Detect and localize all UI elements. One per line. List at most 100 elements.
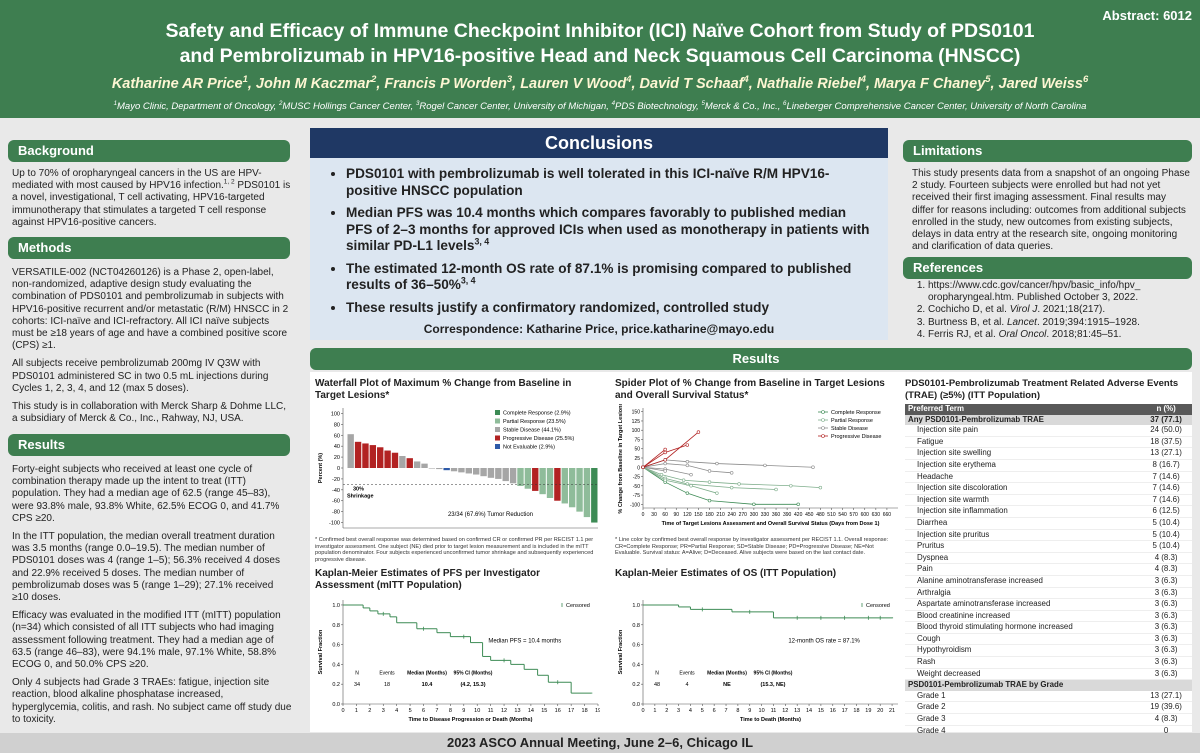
term-cell: Hypothyroidism [917, 645, 972, 655]
n-cell: 3 (6.3) [1154, 575, 1178, 585]
bar [369, 445, 377, 468]
x-tick-label: 30 [651, 512, 657, 518]
data-row: Fatigue 18 (37.5) [905, 436, 1192, 448]
text-run: Lancet [1006, 316, 1037, 328]
n-cell: 13 (27.1) [1150, 448, 1182, 458]
term-cell: Injection site pruritus [917, 529, 990, 539]
bar [546, 468, 554, 498]
bar [524, 468, 532, 489]
ae-table: Preferred Term n (%) Any PSD0101-Pembroliz… [905, 404, 1192, 749]
term-cell: Weight decreased [917, 668, 981, 678]
data-row: Blood thyroid stimulating hormone increa… [905, 622, 1192, 634]
term-cell: Cough [917, 633, 941, 643]
x-tick-label: 20 [877, 708, 883, 714]
x-axis-label: Time to Disease Progression or Death (Mo… [409, 717, 533, 723]
bar [421, 463, 428, 468]
series-line [642, 449, 666, 468]
point [752, 502, 756, 506]
x-tick-label: 12 [782, 708, 788, 714]
section-heading: Methods [8, 237, 290, 259]
term-cell: Pain [917, 564, 933, 574]
n-cell: 4 (8.3) [1154, 564, 1178, 574]
point [696, 430, 701, 434]
legend-swatch [495, 435, 500, 441]
text-run: Ferris RJ, et al. [928, 328, 999, 340]
summary-header: Events [679, 670, 695, 676]
n-cell: 3 (6.3) [1154, 622, 1178, 632]
x-tick-label: 3 [382, 708, 385, 714]
bar [583, 468, 591, 518]
n-cell: 8 (16.7) [1152, 459, 1180, 469]
x-tick-label: 150 [694, 512, 703, 518]
term-cell: Injection site inflammation [917, 506, 1008, 516]
x-tick-label: 1 [355, 708, 358, 714]
y-tick-label: 50 [634, 447, 640, 453]
summary-cell: NE [723, 682, 731, 688]
section-heading: Limitations [903, 140, 1192, 162]
y-tick-label: -80 [332, 510, 340, 516]
x-tick-label: 2 [368, 708, 371, 714]
term-cell: Grade 2 [917, 702, 946, 712]
bar [502, 468, 509, 482]
authors: Katharine AR Price1, John M Kaczmar2, Fr… [0, 73, 1200, 92]
text-run: Cochicho D, et al. [928, 304, 1010, 316]
x-tick-label: 13 [794, 708, 800, 714]
bar [436, 468, 443, 470]
reference-item: Cochicho D, et al. Virol J. 2021;18(217)… [928, 304, 1190, 316]
y-tick-label: -75 [633, 493, 640, 499]
group-label: Any PSD0101-Pembrolizumab TRAE [908, 414, 1044, 424]
reference-item: Burtness B, et al. Lancet. 2019;394:1915… [928, 317, 1190, 329]
superscript: 3 [415, 99, 420, 107]
text-run: Up to 70% of oropharyngeal cancers in th… [12, 168, 262, 192]
point [659, 472, 664, 477]
bar [347, 434, 354, 468]
y-tick-label: 100 [331, 411, 340, 417]
legend-label: Complete Response [831, 410, 881, 416]
data-row: Pruritus 5 (10.4) [905, 541, 1192, 553]
legend-label: Stable Disease [831, 426, 868, 432]
conclusion-bullet: PDS0101 with pembrolizumab is well toler… [346, 166, 870, 199]
group-label: PSD0101-Pembrolizumab TRAE by Grade [908, 680, 1064, 690]
x-tick-label: 2 [665, 708, 668, 714]
bar [450, 468, 458, 472]
text-run: These results justify a confirmatory ran… [346, 299, 770, 315]
x-tick-label: 9 [748, 708, 751, 714]
point [685, 460, 690, 464]
chart: 0.00.20.40.60.81.00 1 2 3 4 5 6 7 8 9 10 11 12 13 14 15… [318, 600, 601, 723]
x-tick-label: 540 [838, 512, 847, 518]
annotation: Median PFS = 10.4 months [488, 639, 561, 645]
chart-panel: Waterfall Plot of Maximum % Change from … [315, 378, 600, 563]
x-tick-label: 570 [849, 512, 858, 518]
summary-cell: 18 [384, 682, 390, 688]
superscript: 6 [1082, 73, 1089, 85]
paragraph: VERSATILE-002 (NCT04260126) is a Phase 2… [12, 267, 289, 352]
text-run: . 2018;81:45–51. [1046, 328, 1122, 340]
term-cell: Injection site warmth [917, 494, 989, 504]
n-cell: 7 (14.6) [1152, 483, 1180, 493]
point [763, 463, 767, 468]
n-cell: 5 (10.4) [1152, 541, 1180, 551]
y-tick-label: 0.6 [632, 643, 640, 649]
x-tick-label: 90 [673, 512, 679, 518]
text-run: Burtness B, et al. [928, 316, 1007, 328]
correspondence: Correspondence: Katharine Price, price.k… [423, 322, 775, 336]
text-run: Rogel Cancer Center, University of Michi… [419, 101, 612, 112]
x-tick-label: 210 [716, 512, 725, 518]
term-cell: Injection site swelling [917, 448, 992, 458]
superscript: 1, 2 [223, 178, 235, 186]
bar [532, 468, 539, 491]
bar [576, 468, 583, 512]
bar [487, 468, 495, 478]
term-cell: Dyspnea [917, 552, 949, 562]
summary-header: Events [379, 670, 395, 676]
x-tick-label: 11 [488, 708, 494, 714]
conclusions: Conclusions PDS0101 with pembrolizumab i… [310, 128, 888, 340]
section-heading: Conclusions [310, 128, 888, 158]
point [715, 491, 719, 495]
superscript: 5 [701, 99, 705, 107]
background-text: Up to 70% of oropharyngeal cancers in th… [12, 168, 292, 229]
legend-label: Stable Disease (44.1%) [503, 428, 561, 434]
y-tick-label: 0.2 [632, 682, 640, 688]
text-run: PDS0101 is a novel, investigational, T c… [12, 180, 291, 228]
x-tick-label: 120 [683, 512, 692, 518]
